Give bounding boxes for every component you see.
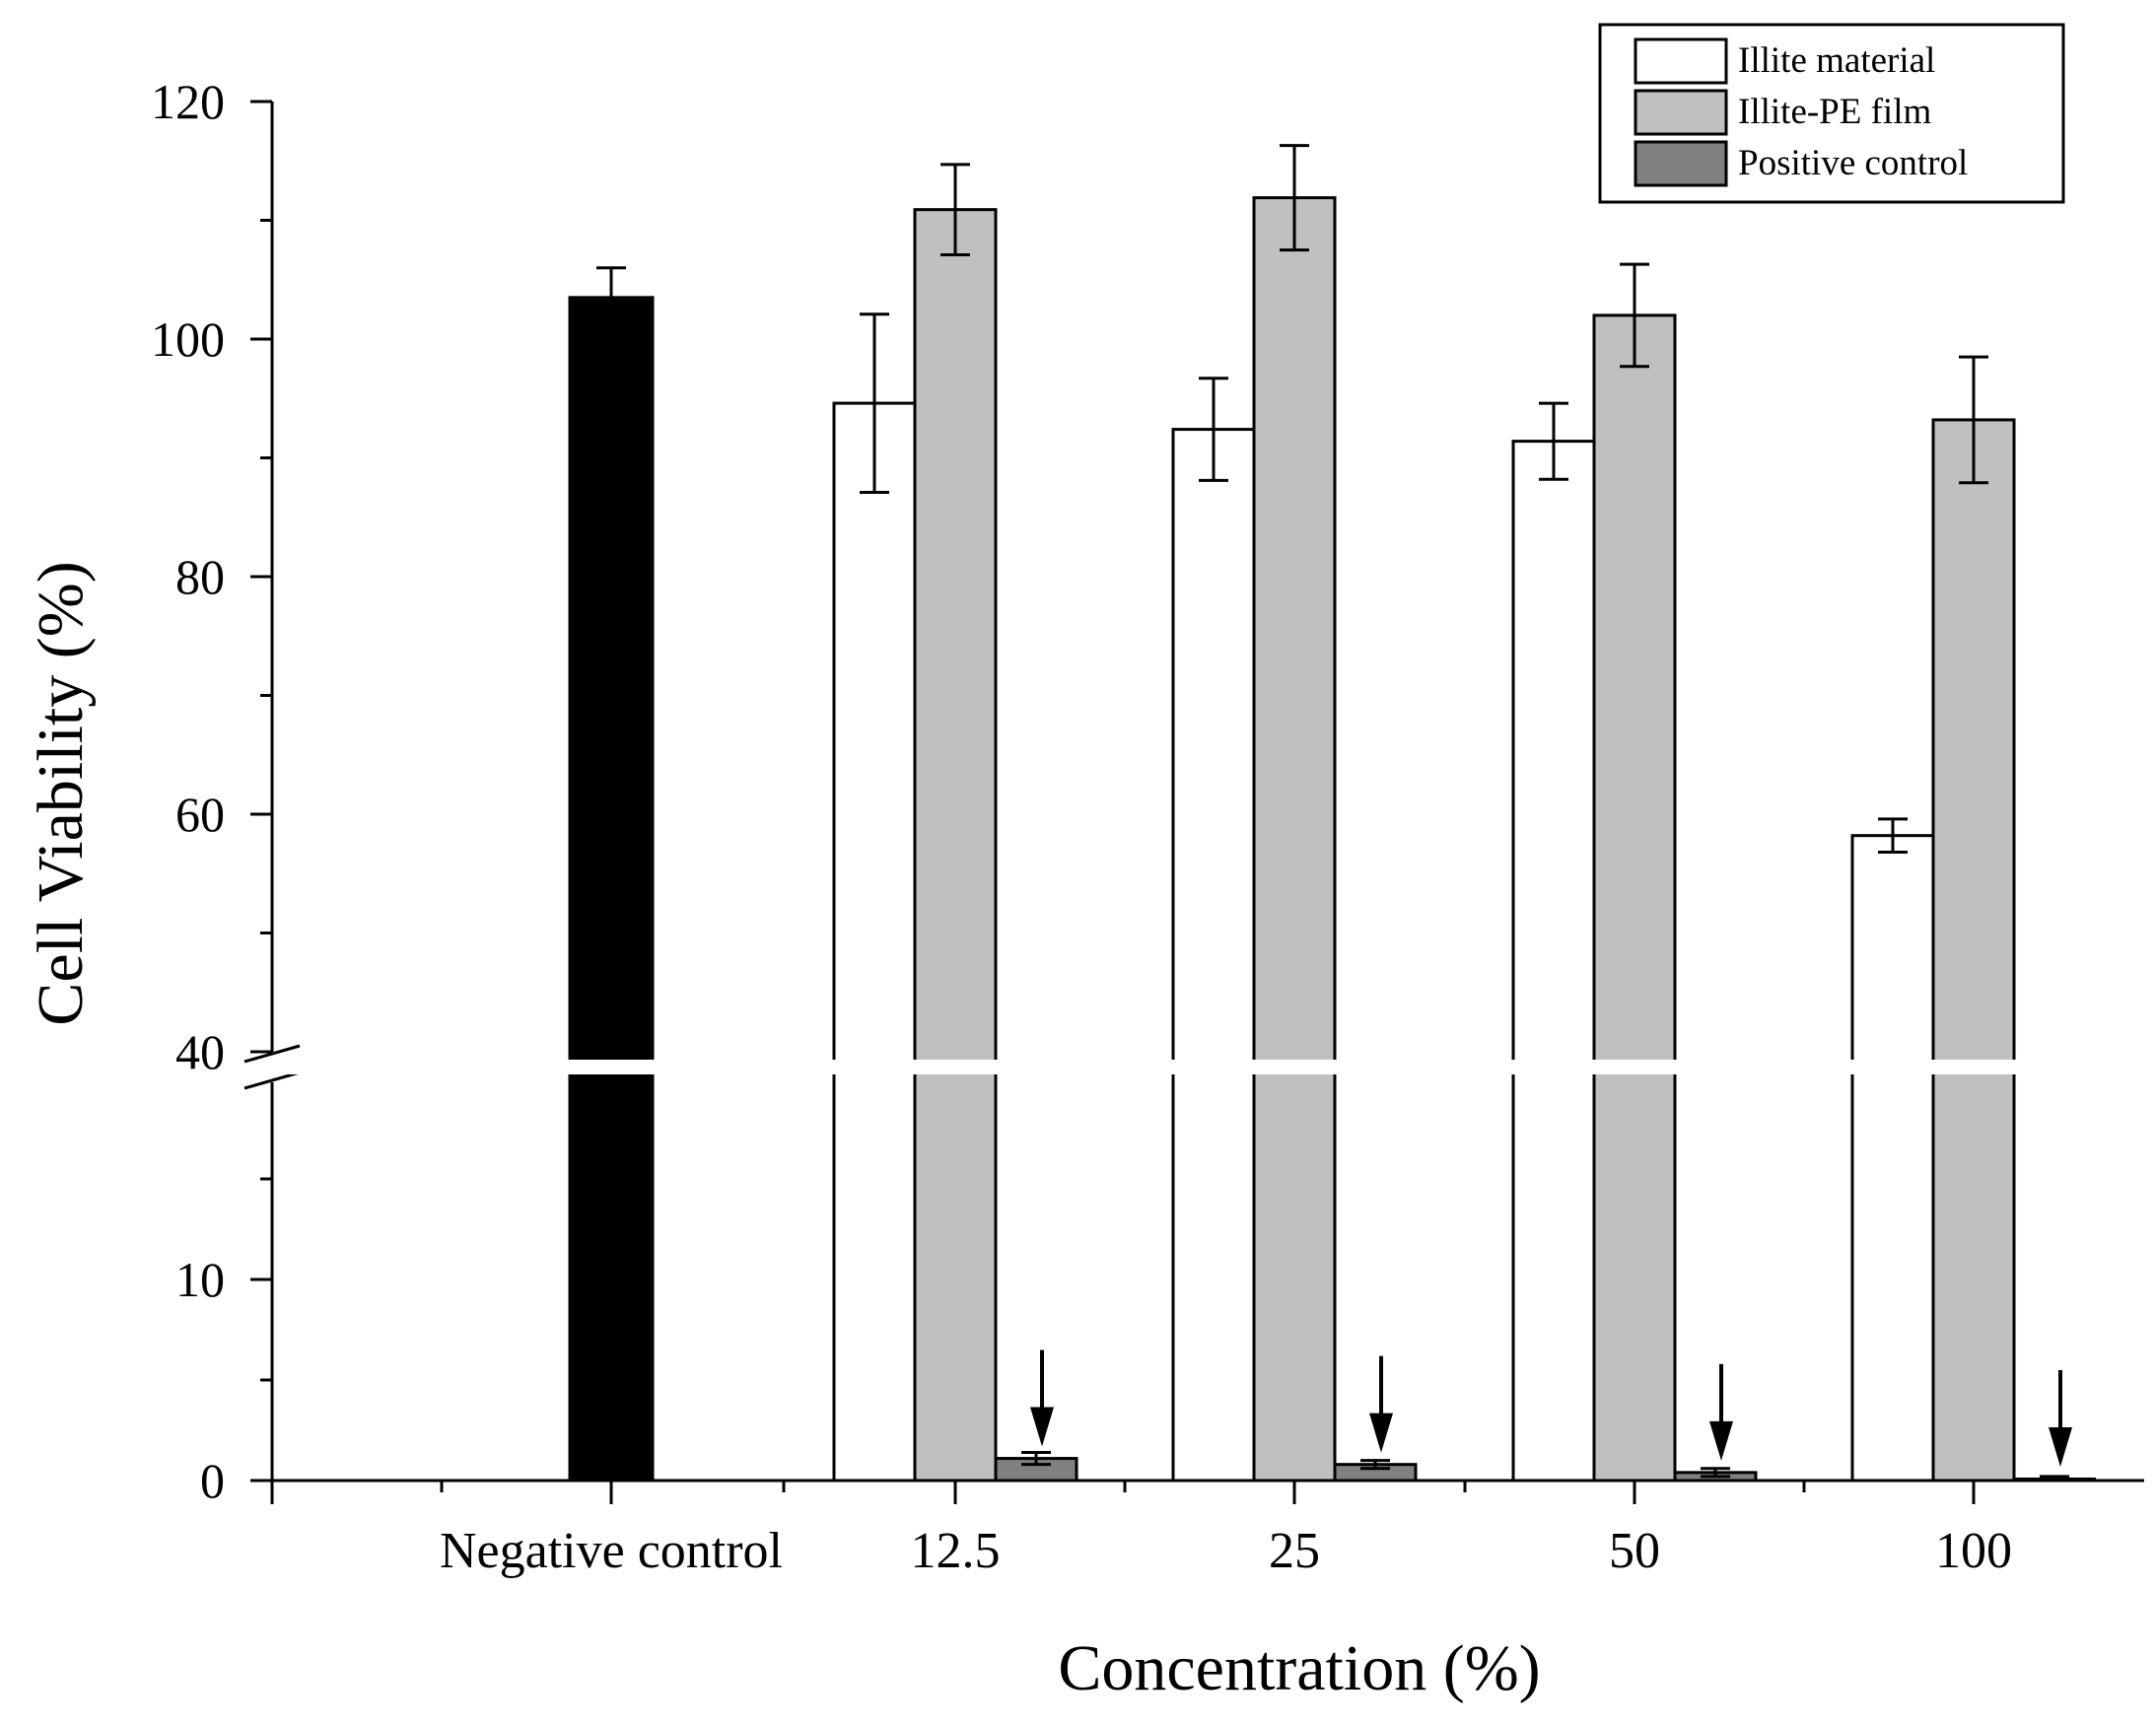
y-tick-label: 60 (175, 787, 225, 842)
legend-label: Illite material (1738, 40, 1935, 81)
axis-break-mark (243, 1044, 301, 1064)
bars (568, 196, 2096, 1483)
x-axis-title: Concentration (%) (1058, 1632, 1540, 1704)
legend: Illite material Illite-PE film Positive co… (1598, 23, 2065, 204)
arrow-annotations (1030, 1349, 2072, 1467)
error-bars (596, 144, 2069, 1483)
bar-illite-material-100 (1850, 834, 1935, 1483)
x-category-label: Negative control (440, 1523, 783, 1579)
legend-swatch (1634, 89, 1728, 136)
legend-swatch (1634, 140, 1728, 187)
y-tick-label: 120 (151, 74, 225, 129)
y-tick-label: 40 (175, 1024, 225, 1079)
arrow-head (1709, 1420, 1733, 1461)
arrow-head (1369, 1413, 1393, 1453)
y-tick-label: 10 (175, 1252, 225, 1307)
bar-negative-control (568, 296, 655, 1483)
axis-break-gaps (276, 1060, 2144, 1074)
bar-illite-pe-film-12.5 (913, 208, 998, 1483)
ticks: 0 10 40 60 80 100 120 Negative control 12.5 25 50 1… (151, 74, 2012, 1579)
bar-illite-material-12.5 (832, 401, 917, 1483)
legend-swatch (1634, 37, 1728, 85)
y-tick-label: 100 (151, 311, 225, 367)
bar-illite-pe-film-100 (1931, 418, 2016, 1483)
bar-illite-material-25 (1171, 428, 1256, 1483)
x-category-label: 100 (1935, 1523, 2012, 1579)
y-tick-label: 0 (200, 1453, 225, 1508)
arrow-head (1030, 1407, 1054, 1447)
x-category-label: 50 (1609, 1523, 1660, 1579)
axis-break-gap (276, 1060, 2144, 1074)
x-category-label: 25 (1269, 1523, 1320, 1579)
y-tick-label: 80 (175, 549, 225, 604)
legend-label: Illite-PE film (1738, 92, 1931, 132)
arrow-head (2049, 1426, 2072, 1467)
bar-illite-material-50 (1511, 440, 1596, 1483)
y-axis-title: Cell Viability (%) (25, 561, 97, 1025)
axis-break-mark (243, 1070, 301, 1090)
bar-illite-pe-film-50 (1592, 313, 1677, 1483)
legend-label: Positive control (1738, 143, 1968, 183)
x-category-label: 12.5 (911, 1523, 1001, 1579)
bar-illite-pe-film-25 (1252, 196, 1337, 1483)
